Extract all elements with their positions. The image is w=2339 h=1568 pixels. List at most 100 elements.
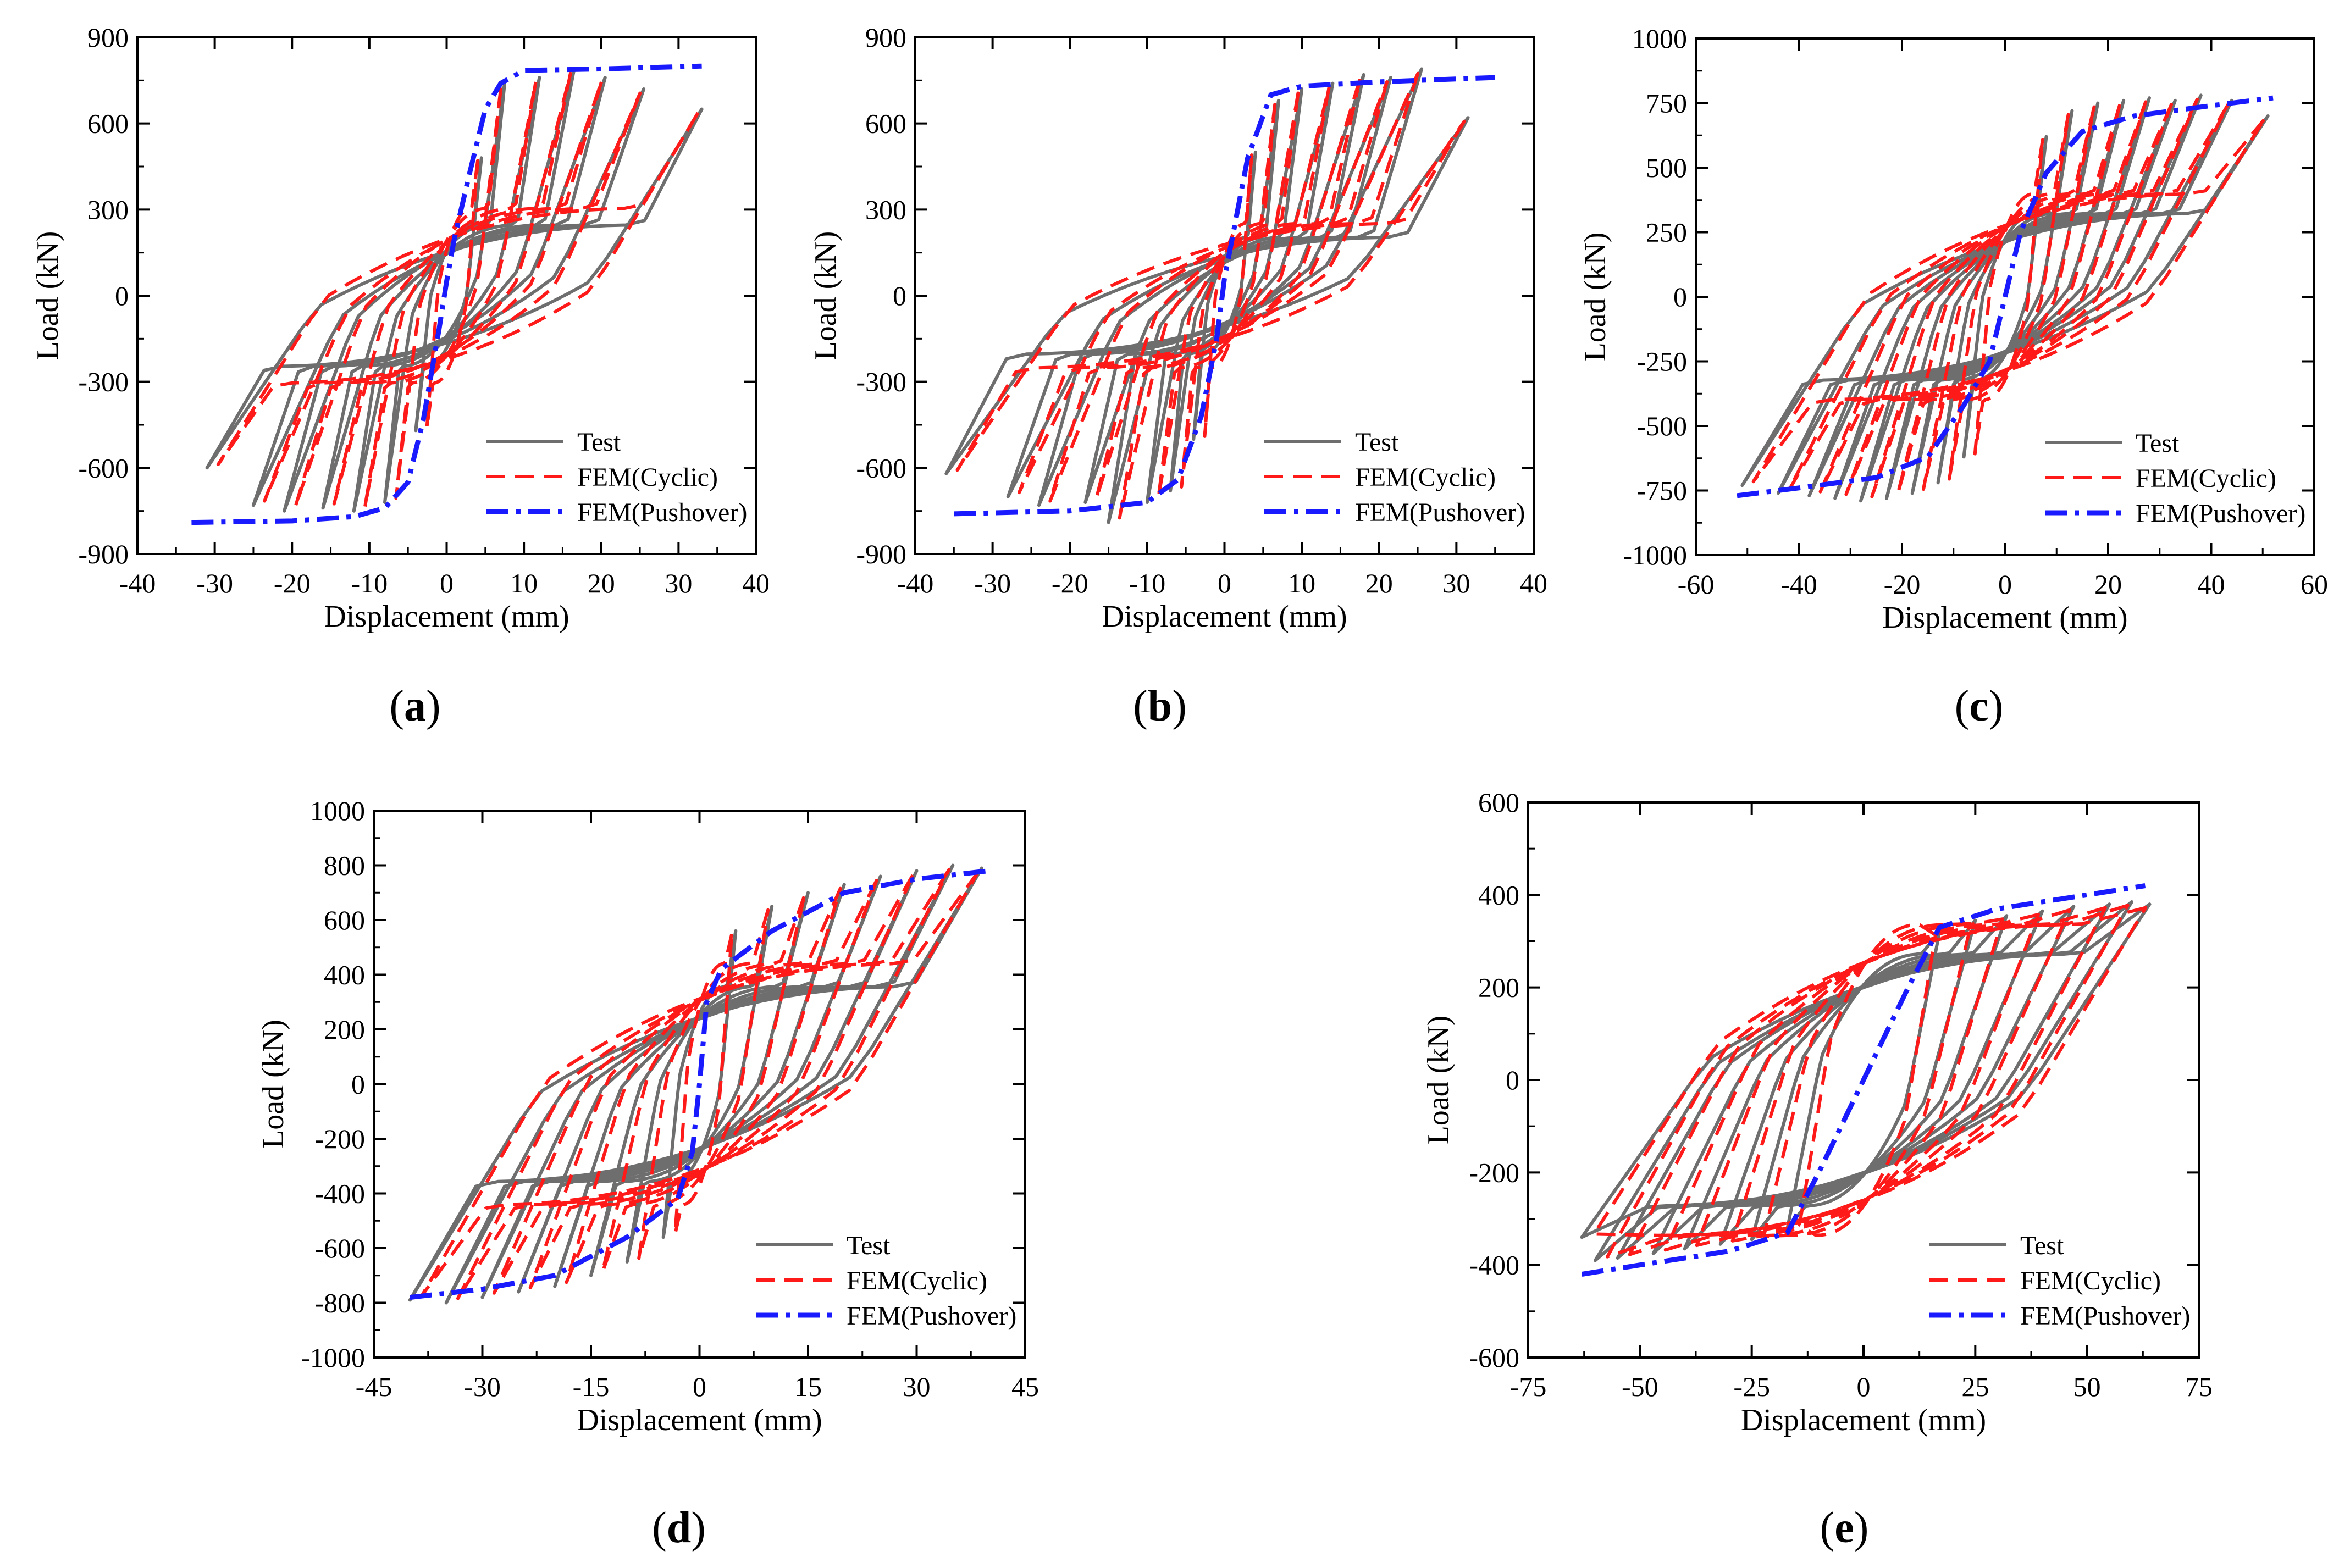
y-tick-label: 200 xyxy=(1478,972,1519,1003)
y-tick-label: 0 xyxy=(893,280,906,311)
x-tick-label: 40 xyxy=(1520,568,1547,599)
legend-test-label: Test xyxy=(847,1231,891,1260)
plot-area xyxy=(1580,883,2152,1277)
x-tick-label: 75 xyxy=(2185,1371,2213,1402)
y-tick-label: -250 xyxy=(1636,346,1687,377)
test-loop xyxy=(1718,914,2009,1246)
y-tick-label: 750 xyxy=(1646,88,1687,119)
y-axis-label: Load (kN) xyxy=(1422,1016,1456,1145)
chart-d: -45 -30 -15 0 15 30 45 -1000 -800 -600 -400 -200 0 20… xyxy=(256,795,1039,1437)
x-tick-label: 25 xyxy=(1961,1371,1989,1402)
x-tick-label: -25 xyxy=(1733,1371,1770,1402)
test-loop xyxy=(352,76,541,513)
legend-fem-pushover-label: FEM(Pushover) xyxy=(2136,499,2305,528)
test-loop xyxy=(944,116,1470,475)
test-loop xyxy=(1145,87,1304,504)
legend-fem-pushover-label: FEM(Pushover) xyxy=(1355,498,1525,527)
x-tick-label: -40 xyxy=(1780,569,1817,600)
y-tick-label: -1000 xyxy=(301,1342,365,1373)
fem-cyclic-loop xyxy=(1663,908,2071,1252)
fem-cyclic-loop xyxy=(1203,153,1253,438)
fem-cyclic-loop xyxy=(1818,97,2199,494)
x-tick-label: -30 xyxy=(196,568,233,599)
fem-cyclic-loop xyxy=(216,111,700,467)
x-tick-label: -40 xyxy=(897,568,934,599)
y-axis-label: Load (kN) xyxy=(1578,232,1612,362)
x-axis-label: Displacement (mm) xyxy=(1741,1403,1986,1437)
legend-fem-cyclic-label: FEM(Cyclic) xyxy=(1355,463,1496,492)
x-tick-label: 30 xyxy=(903,1371,931,1402)
fem-cyclic-loop xyxy=(1844,102,2174,496)
y-tick-label: 200 xyxy=(324,1014,365,1045)
fem-cyclic-loop xyxy=(363,80,538,508)
test-loop xyxy=(480,869,919,1299)
y-tick-label: -500 xyxy=(1636,411,1687,441)
x-tick-label: -75 xyxy=(1510,1371,1547,1402)
plot-area xyxy=(191,63,704,525)
test-loop xyxy=(251,87,646,507)
y-tick-label: 300 xyxy=(87,194,129,225)
legend-fem-cyclic-label: FEM(Cyclic) xyxy=(577,463,718,492)
x-tick-label: -45 xyxy=(356,1371,392,1402)
y-tick-label: 800 xyxy=(324,850,365,881)
caption-e: (e) xyxy=(1820,1504,1869,1552)
x-axis-label: Displacement (mm) xyxy=(324,600,569,634)
y-tick-label: -900 xyxy=(856,539,906,569)
fem-pushover-curve xyxy=(954,75,1495,517)
x-tick-label: -20 xyxy=(274,568,311,599)
caption-b: (b) xyxy=(1133,682,1187,730)
legend-test-label: Test xyxy=(1355,428,1399,457)
caption-d: (d) xyxy=(652,1504,706,1552)
fem-cyclic-loop xyxy=(1870,100,2148,498)
y-tick-label: 1000 xyxy=(1632,23,1687,54)
legend-test-label: Test xyxy=(577,428,621,457)
caption-c: (c) xyxy=(1954,682,2004,730)
legend-fem-cyclic-label: FEM(Cyclic) xyxy=(847,1266,987,1295)
x-tick-label: 30 xyxy=(665,568,692,599)
test-loop xyxy=(1807,93,2203,497)
fem-cyclic-loop xyxy=(955,119,1466,472)
y-tick-label: -750 xyxy=(1636,475,1687,506)
x-tick-label: 0 xyxy=(693,1371,706,1402)
x-tick-label: -50 xyxy=(1622,1371,1658,1402)
chart-a: -40 -30 -20 -10 0 10 20 30 40 -900 -600 -300 0 300 600… xyxy=(31,22,770,634)
x-tick-label: -20 xyxy=(1052,568,1088,599)
fem-cyclic-loop xyxy=(1157,91,1300,500)
plot-area xyxy=(408,863,989,1305)
test-loop xyxy=(321,67,576,510)
fem-cyclic-loop xyxy=(637,908,770,1260)
legend-fem-pushover-label: FEM(Pushover) xyxy=(847,1301,1016,1331)
y-tick-label: 0 xyxy=(115,280,129,311)
fem-cyclic-loop xyxy=(528,879,878,1289)
fem-cyclic-loop xyxy=(1048,80,1389,503)
y-tick-label: 500 xyxy=(1646,152,1687,183)
y-tick-label: 600 xyxy=(1478,787,1519,818)
y-axis-label: Load (kN) xyxy=(31,231,65,361)
fem-cyclic-loop xyxy=(1094,77,1362,500)
fem-cyclic-loop xyxy=(1798,923,1937,1237)
x-tick-label: -40 xyxy=(119,568,156,599)
test-loop xyxy=(1651,905,2076,1255)
y-tick-label: -600 xyxy=(78,452,129,483)
fem-cyclic-loop xyxy=(1730,917,2004,1243)
test-loop xyxy=(1936,109,2074,485)
fem-pushover-curve xyxy=(410,868,989,1300)
fem-cyclic-loop xyxy=(601,895,806,1273)
y-tick-label: 600 xyxy=(865,108,906,139)
legend-fem-cyclic-label: FEM(Cyclic) xyxy=(2136,464,2276,493)
fem-cyclic-loop xyxy=(1606,904,2130,1259)
test-loop xyxy=(553,883,846,1288)
x-tick-label: 0 xyxy=(1998,569,2012,600)
y-tick-label: -400 xyxy=(314,1178,365,1209)
x-tick-label: 10 xyxy=(1288,568,1315,599)
x-tick-label: -15 xyxy=(573,1371,610,1402)
fem-cyclic-loop xyxy=(1751,118,2266,484)
fem-cyclic-loop xyxy=(492,873,915,1295)
legend-fem-pushover-label: FEM(Pushover) xyxy=(577,498,747,527)
fem-cyclic-loop xyxy=(1896,102,2122,496)
x-tick-label: 40 xyxy=(742,568,770,599)
test-loop xyxy=(517,874,882,1294)
x-tick-label: 20 xyxy=(2094,569,2122,600)
y-tick-label: -300 xyxy=(856,367,906,397)
